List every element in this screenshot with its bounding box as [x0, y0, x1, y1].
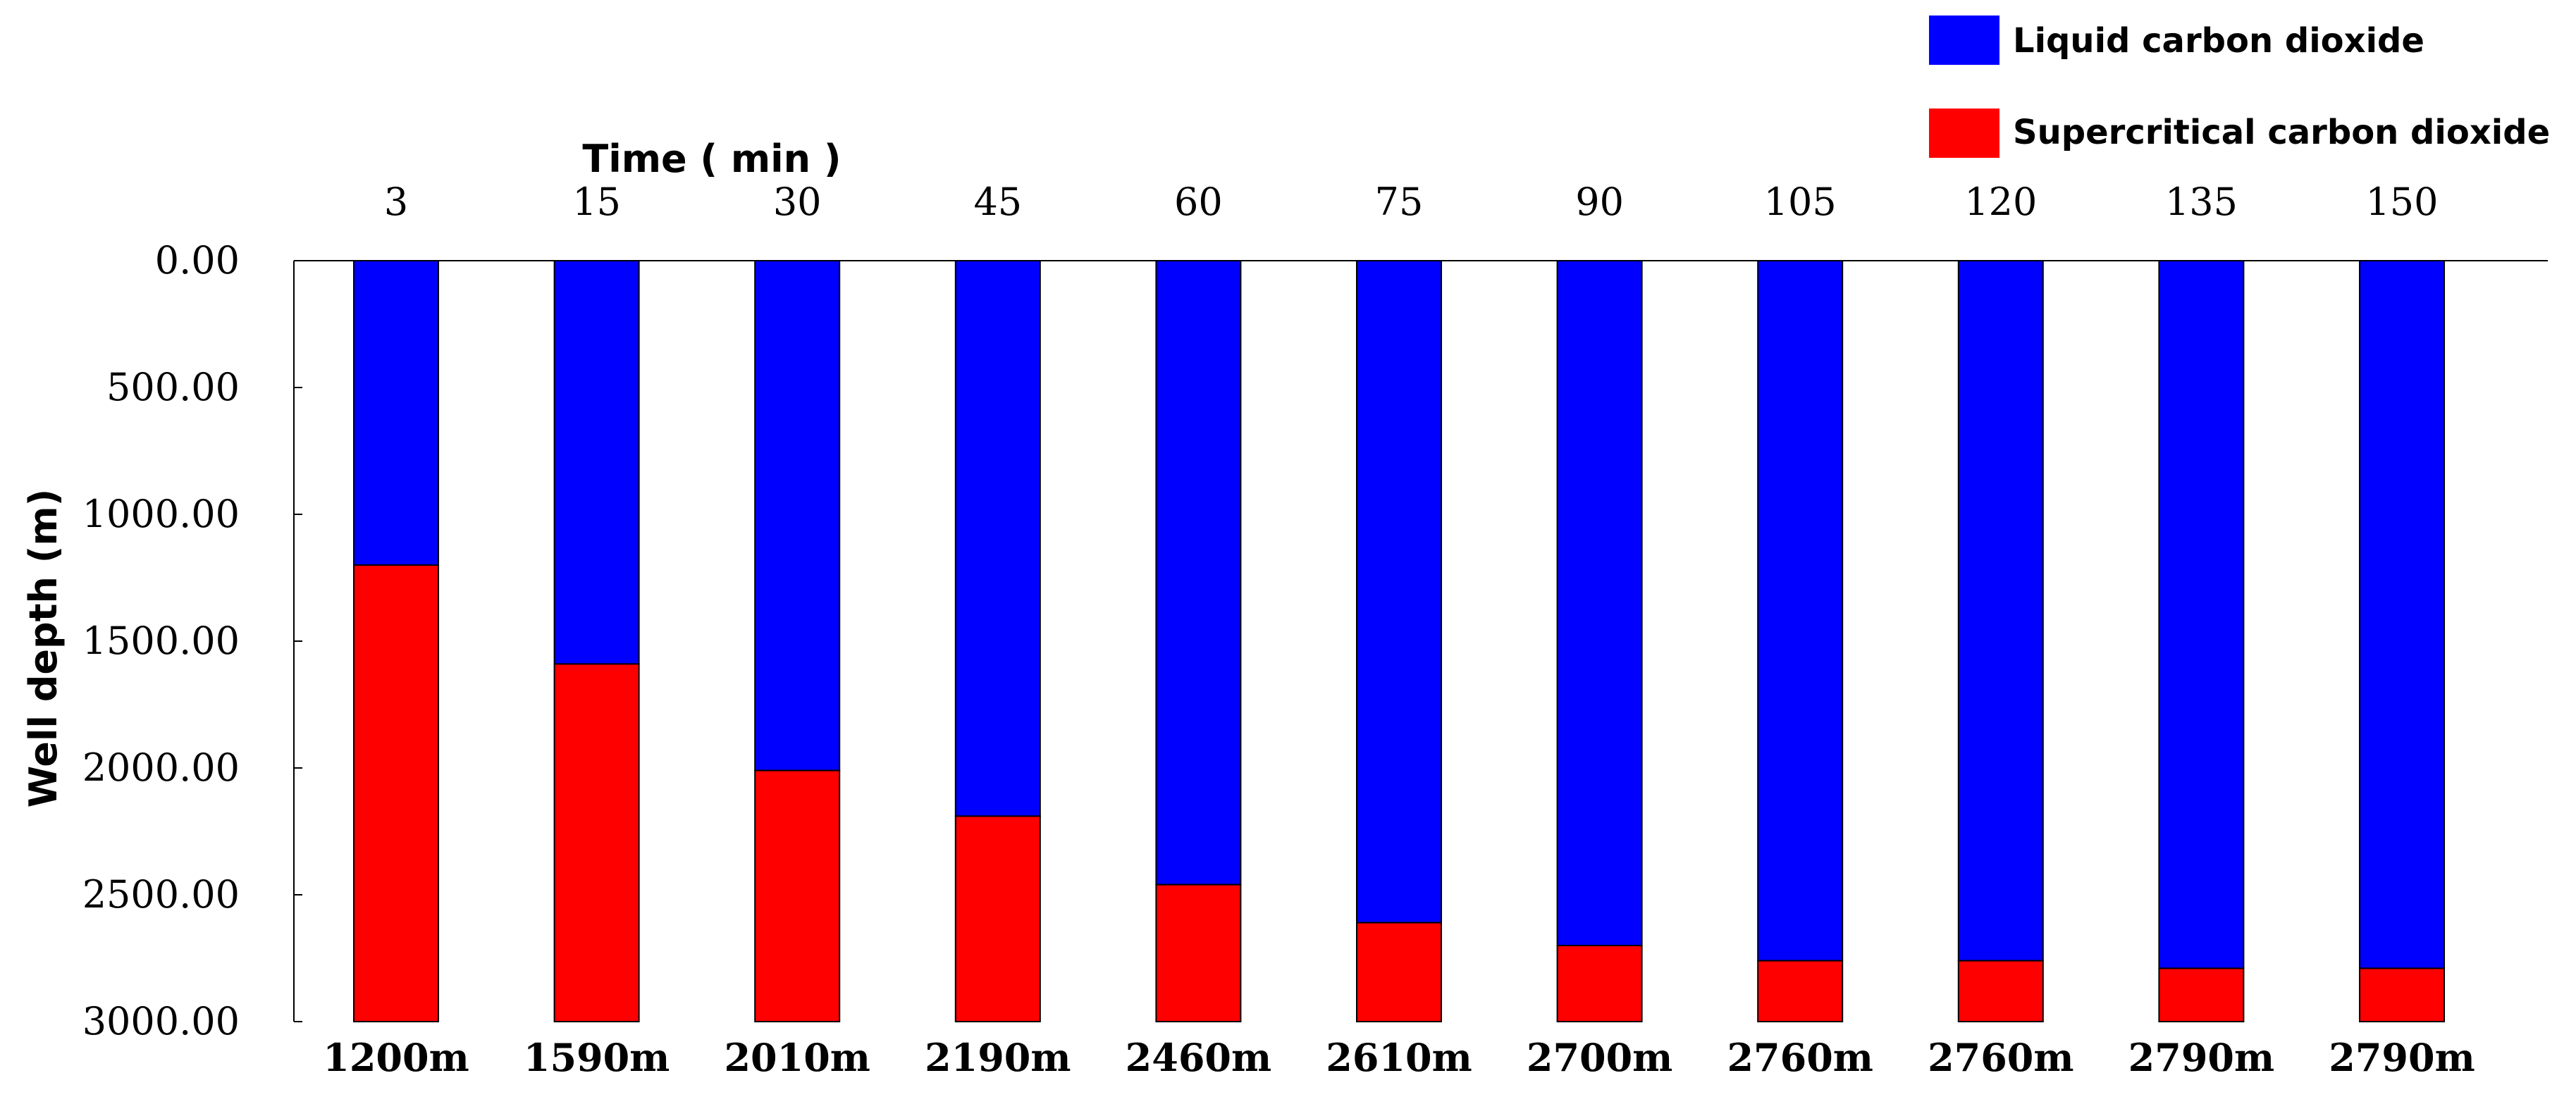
x-tick-label: 60	[1174, 180, 1223, 224]
bar-liquid	[1957, 260, 2044, 962]
bar-liquid	[1356, 260, 1442, 924]
bar-supercritical	[1957, 960, 2044, 1022]
y-tick-label: 500.00	[106, 365, 240, 409]
x-tick-labels: 3 15 30 45 60 75 90 105 120 135 150	[384, 180, 2439, 224]
y-tick-label: 0.00	[155, 238, 240, 283]
x-tick-label: 15	[572, 180, 621, 224]
bar-supercritical	[1556, 945, 1643, 1022]
depth-label: 1590m	[524, 1035, 670, 1080]
legend-label-supercritical: Supercritical carbon dioxide	[2013, 113, 2550, 152]
x-tick-label: 135	[2165, 180, 2238, 224]
legend: Liquid carbon dioxide Supercritical carb…	[1929, 16, 2550, 158]
x-tick-label: 3	[384, 180, 408, 224]
y-axis-title: Well depth (m)	[21, 489, 66, 808]
depth-label: 2760m	[1928, 1035, 2073, 1080]
x-tick-label: 30	[773, 180, 822, 224]
axes	[293, 260, 2548, 1022]
bar-liquid	[1757, 260, 1844, 962]
depth-label: 2700m	[1527, 1035, 1672, 1080]
bar-liquid	[754, 260, 841, 771]
y-tick-label: 2500.00	[82, 872, 240, 917]
y-tick-label: 1500.00	[82, 619, 240, 663]
bar-liquid	[2158, 260, 2245, 969]
bar-supercritical	[2158, 967, 2245, 1023]
y-tick-label: 1000.00	[82, 492, 240, 536]
depth-label: 2190m	[925, 1035, 1071, 1080]
x-tick-label: 75	[1375, 180, 1424, 224]
bar-liquid	[1155, 260, 1242, 886]
bars	[353, 260, 2445, 1023]
depth-label: 2610m	[1326, 1035, 1472, 1080]
bar-supercritical	[754, 769, 841, 1022]
depth-label: 2010m	[724, 1035, 870, 1080]
bar-supercritical	[1356, 922, 1442, 1022]
legend-label-liquid: Liquid carbon dioxide	[2013, 21, 2424, 61]
bar-supercritical	[2359, 967, 2445, 1023]
x-tick-label: 120	[1964, 180, 2037, 224]
bar-supercritical	[353, 564, 439, 1022]
y-tick-label: 2000.00	[82, 745, 240, 790]
bar-liquid	[954, 260, 1041, 817]
y-tick-label: 3000.00	[82, 999, 240, 1043]
x-tick-label: 105	[1764, 180, 1837, 224]
x-tick-label: 90	[1575, 180, 1624, 224]
x-tick-label: 45	[973, 180, 1022, 224]
depth-label: 2790m	[2128, 1035, 2274, 1080]
x-axis-title: Time ( min )	[582, 137, 841, 181]
depth-label: 2460m	[1126, 1035, 1271, 1080]
legend-swatch-supercritical	[1929, 109, 1999, 158]
x-tick-label: 150	[2365, 180, 2438, 224]
bar-liquid	[2359, 260, 2445, 969]
y-tick-labels: 0.00 500.00 1000.00 1500.00 2000.00 2500.00 30…	[82, 238, 240, 1043]
bar-liquid	[553, 260, 640, 665]
bar-supercritical	[553, 663, 640, 1023]
bar-supercritical	[1155, 884, 1242, 1022]
depth-label: 1200m	[323, 1035, 469, 1080]
depth-label: 2790m	[2329, 1035, 2475, 1080]
bar-liquid	[1556, 260, 1643, 946]
depth-labels: 1200m 1590m 2010m 2190m 2460m 2610m 2700m 2760m…	[323, 1035, 2475, 1080]
legend-swatch-liquid	[1929, 16, 1999, 65]
depth-label: 2760m	[1727, 1035, 1873, 1080]
bar-supercritical	[954, 815, 1041, 1023]
bar-supercritical	[1757, 960, 1844, 1022]
bar-liquid	[353, 260, 439, 566]
